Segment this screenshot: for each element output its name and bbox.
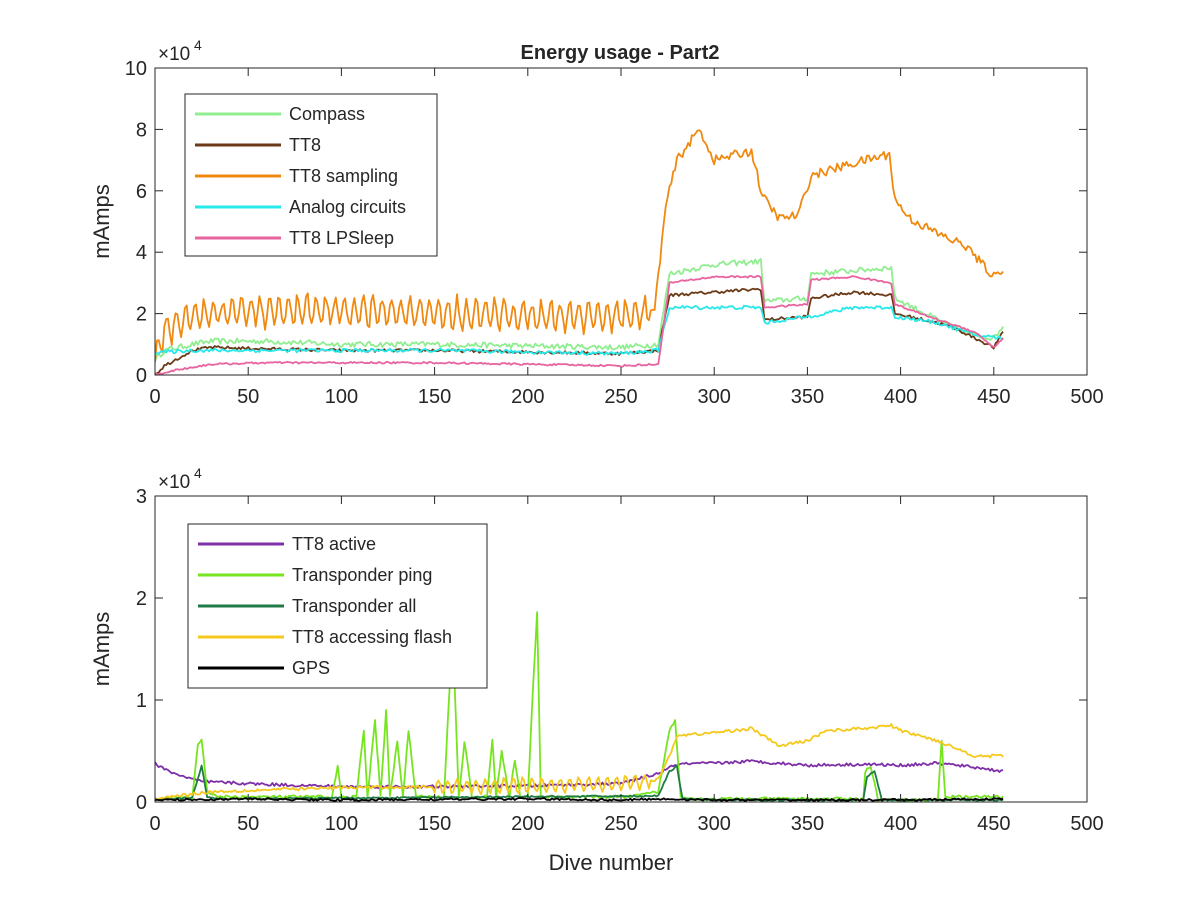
x-tick-label: 300 xyxy=(698,813,731,835)
y-axis-label: mAmps xyxy=(89,612,114,687)
top-panel: 0 50 100 150 200 250 300 350 400 450 500 0 2 4 6 8 10 ×10… xyxy=(89,37,1104,408)
y-tick-label: 10 xyxy=(125,58,147,80)
x-tick-label: 50 xyxy=(237,386,259,408)
x-tick-label: 200 xyxy=(511,813,544,835)
x-tick-label: 250 xyxy=(604,386,637,408)
legend-label-gps: GPS xyxy=(292,658,330,678)
y-tick-label: 4 xyxy=(136,242,147,264)
chart-canvas: Energy usage - Part2 0 50 100 150 200 250 300 3… xyxy=(0,0,1200,900)
y-tick-label: 3 xyxy=(136,486,147,508)
y-axis-label: mAmps xyxy=(89,184,114,259)
y-multiplier-exponent: 4 xyxy=(194,37,202,53)
y-multiplier: ×10 xyxy=(158,44,190,65)
y-tick-label: 2 xyxy=(136,304,147,326)
x-tick-label: 500 xyxy=(1070,386,1103,408)
x-tick-label: 150 xyxy=(418,813,451,835)
y-tick-label: 8 xyxy=(136,119,147,141)
x-tick-label: 450 xyxy=(977,813,1010,835)
x-tick-label: 400 xyxy=(884,813,917,835)
x-tick-label: 450 xyxy=(977,386,1010,408)
y-tick-label: 2 xyxy=(136,588,147,610)
legend-label-tt8-accessing-flash: TT8 accessing flash xyxy=(292,627,452,647)
legend-label-tt8-sampling: TT8 sampling xyxy=(289,166,398,186)
x-tick-label: 400 xyxy=(884,386,917,408)
y-multiplier: ×10 xyxy=(158,472,190,493)
legend: TT8 active Transponder ping Transponder al… xyxy=(188,524,487,688)
x-tick-label: 200 xyxy=(511,386,544,408)
y-tick-label: 6 xyxy=(136,181,147,203)
y-multiplier-exponent: 4 xyxy=(194,465,202,481)
x-tick-label: 150 xyxy=(418,386,451,408)
figure: Energy usage - Part2 0 50 100 150 200 250 300 3… xyxy=(0,0,1200,900)
legend-label-transponder-ping: Transponder ping xyxy=(292,565,432,585)
y-tick-label: 0 xyxy=(136,792,147,814)
x-tick-label: 250 xyxy=(604,813,637,835)
x-axis-label: Dive number xyxy=(549,850,674,875)
legend: Compass TT8 TT8 sampling Analog circuits TT8… xyxy=(185,94,437,256)
x-tick-label: 100 xyxy=(325,386,358,408)
x-tick-label: 0 xyxy=(149,813,160,835)
legend-label-compass: Compass xyxy=(289,104,365,124)
legend-label-transponder-all: Transponder all xyxy=(292,596,416,616)
x-tick-label: 100 xyxy=(325,813,358,835)
y-tick-label: 0 xyxy=(136,365,147,387)
legend-label-analog-circuits: Analog circuits xyxy=(289,197,406,217)
bottom-panel: 0 50 100 150 200 250 300 350 400 450 500 0 1 2 3 ×10 4 mA… xyxy=(89,465,1104,875)
chart-title: Energy usage - Part2 xyxy=(521,42,720,64)
x-tick-label: 50 xyxy=(237,813,259,835)
y-tick-label: 1 xyxy=(136,690,147,712)
x-tick-label: 350 xyxy=(791,386,824,408)
x-tick-label: 300 xyxy=(698,386,731,408)
legend-label-tt8: TT8 xyxy=(289,135,321,155)
x-tick-label: 350 xyxy=(791,813,824,835)
x-tick-label: 500 xyxy=(1070,813,1103,835)
x-tick-label: 0 xyxy=(149,386,160,408)
legend-label-tt8-lpsleep: TT8 LPSleep xyxy=(289,228,394,248)
legend-label-tt8-active: TT8 active xyxy=(292,534,376,554)
